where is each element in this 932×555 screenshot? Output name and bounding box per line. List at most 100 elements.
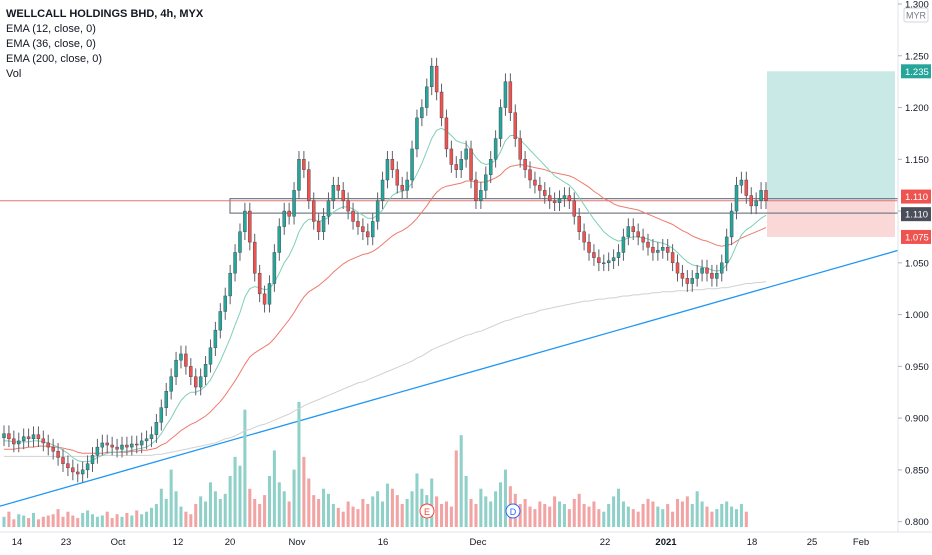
candle[interactable] <box>208 347 213 365</box>
candle[interactable] <box>675 262 680 274</box>
candle[interactable] <box>56 451 60 458</box>
candle[interactable] <box>31 434 36 440</box>
candle[interactable] <box>194 376 198 388</box>
candle[interactable] <box>370 221 375 238</box>
candle[interactable] <box>705 267 709 274</box>
candle[interactable] <box>198 376 203 388</box>
candle[interactable] <box>51 446 55 452</box>
candle[interactable] <box>449 148 454 165</box>
candle[interactable] <box>257 272 262 295</box>
candle[interactable] <box>606 260 611 264</box>
candle[interactable] <box>592 252 596 258</box>
candle[interactable] <box>720 262 724 274</box>
candle[interactable] <box>238 231 242 253</box>
candle[interactable] <box>90 455 95 464</box>
candle[interactable] <box>420 107 424 119</box>
candle[interactable] <box>120 444 124 450</box>
candle[interactable] <box>41 438 46 444</box>
candle[interactable] <box>651 247 655 253</box>
candle[interactable] <box>626 226 631 238</box>
candle[interactable] <box>76 471 80 475</box>
candle[interactable] <box>307 169 311 201</box>
candle[interactable] <box>503 81 508 108</box>
candle[interactable] <box>611 257 616 261</box>
candle[interactable] <box>95 446 100 456</box>
candle[interactable] <box>538 184 542 191</box>
candle[interactable] <box>729 210 734 238</box>
candle[interactable] <box>557 198 562 203</box>
candle[interactable] <box>724 236 729 264</box>
candle[interactable] <box>415 117 419 150</box>
candle[interactable] <box>36 434 41 440</box>
candle[interactable] <box>641 236 645 243</box>
candle[interactable] <box>218 311 223 331</box>
candle[interactable] <box>385 159 390 181</box>
candle[interactable] <box>326 200 331 217</box>
candle[interactable] <box>135 443 139 446</box>
candle[interactable] <box>233 252 237 274</box>
candle[interactable] <box>429 65 434 88</box>
stop-zone[interactable] <box>767 200 895 237</box>
candle[interactable] <box>321 216 326 232</box>
candle[interactable] <box>100 442 105 448</box>
candle[interactable] <box>184 353 188 367</box>
candle[interactable] <box>739 179 744 186</box>
candle[interactable] <box>646 241 650 248</box>
candle[interactable] <box>410 148 414 181</box>
candle[interactable] <box>380 179 385 201</box>
candle[interactable] <box>656 250 660 253</box>
candle[interactable] <box>582 231 586 243</box>
candle[interactable] <box>469 148 473 181</box>
candle[interactable] <box>547 195 552 201</box>
target-zone[interactable] <box>767 71 895 201</box>
candle[interactable] <box>685 278 690 284</box>
candle[interactable] <box>602 262 606 265</box>
candle[interactable] <box>149 434 154 440</box>
candle[interactable] <box>552 200 557 203</box>
candle[interactable] <box>454 164 459 170</box>
candle[interactable] <box>425 86 429 108</box>
candle[interactable] <box>174 359 178 377</box>
candle[interactable] <box>572 200 576 217</box>
candle[interactable] <box>710 272 714 279</box>
candle[interactable] <box>375 200 380 222</box>
candle[interactable] <box>351 210 355 222</box>
candle[interactable] <box>159 407 164 423</box>
candle[interactable] <box>567 195 572 201</box>
candle[interactable] <box>690 278 694 284</box>
candle[interactable] <box>115 446 119 450</box>
currency-badge[interactable] <box>903 7 929 23</box>
candle[interactable] <box>228 272 232 297</box>
candle[interactable] <box>459 159 463 170</box>
candle[interactable] <box>390 159 395 170</box>
candle[interactable] <box>587 241 591 253</box>
candle[interactable] <box>764 190 768 201</box>
candle[interactable] <box>528 169 532 181</box>
candle[interactable] <box>523 159 527 170</box>
candle[interactable] <box>356 221 360 227</box>
candle[interactable] <box>366 231 370 238</box>
candle[interactable] <box>439 91 444 119</box>
candle[interactable] <box>223 295 227 312</box>
candle[interactable] <box>213 329 218 348</box>
candle[interactable] <box>252 241 257 274</box>
candle[interactable] <box>2 433 6 438</box>
indicator-volume[interactable]: Vol <box>6 68 22 80</box>
candle[interactable] <box>759 190 763 201</box>
price-axis[interactable] <box>898 0 932 550</box>
candle[interactable] <box>405 179 409 191</box>
candle[interactable] <box>749 195 753 207</box>
candle[interactable] <box>331 184 336 201</box>
candle[interactable] <box>287 210 291 217</box>
candle[interactable] <box>661 247 665 251</box>
candle[interactable] <box>533 179 537 186</box>
candle[interactable] <box>203 364 208 377</box>
candle[interactable] <box>262 293 267 305</box>
candle[interactable] <box>277 226 282 253</box>
candle[interactable] <box>26 436 31 440</box>
candle[interactable] <box>17 440 21 445</box>
candle[interactable] <box>267 283 272 305</box>
candle[interactable] <box>61 457 65 464</box>
